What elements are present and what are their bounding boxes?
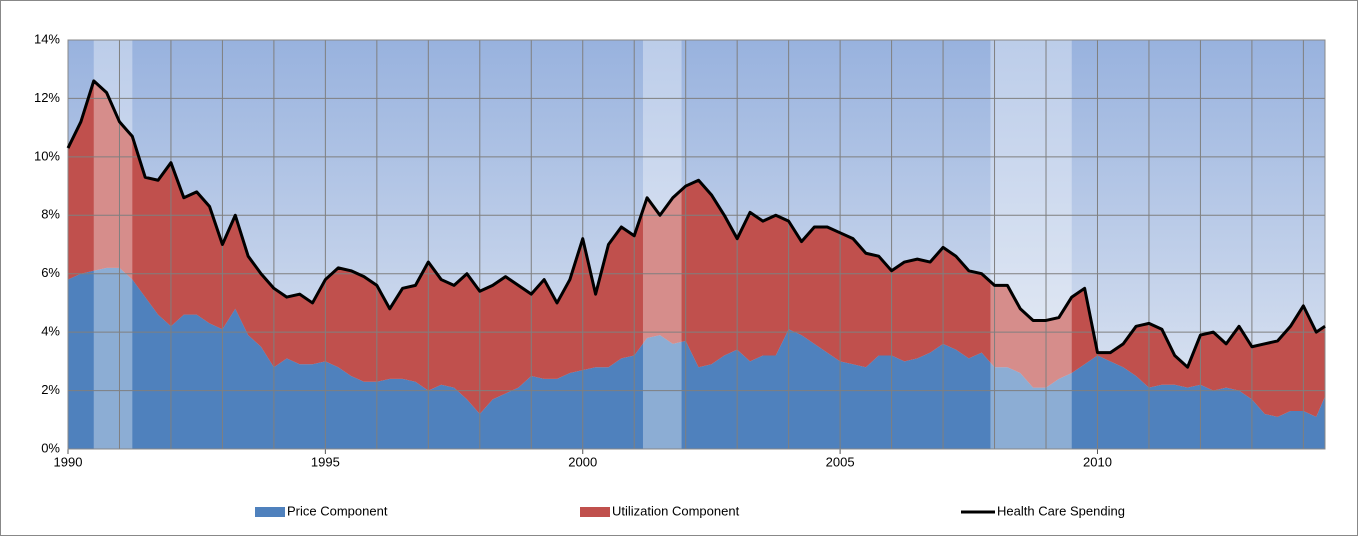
y-tick-label: 12% (34, 90, 60, 105)
y-tick-label: 0% (41, 440, 60, 455)
y-tick-label: 8% (41, 207, 60, 222)
x-tick-label: 2005 (826, 454, 855, 469)
y-tick-label: 6% (41, 265, 60, 280)
legend-label: Utilization Component (612, 503, 740, 518)
legend-swatch (255, 507, 285, 517)
legend-swatch (580, 507, 610, 517)
legend-label: Health Care Spending (997, 503, 1125, 518)
area (68, 267, 1325, 449)
y-tick-label: 14% (34, 31, 60, 46)
x-tick-label: 1990 (54, 454, 83, 469)
area (68, 80, 1325, 417)
shaded-period (990, 40, 1072, 449)
shaded-period (93, 40, 133, 449)
x-tick-label: 2000 (568, 454, 597, 469)
x-tick-label: 2010 (1083, 454, 1112, 469)
y-tick-label: 10% (34, 148, 60, 163)
legend-label: Price Component (287, 503, 388, 518)
shaded-period (642, 40, 682, 449)
plot-border (67, 39, 1326, 450)
y-tick-label: 4% (41, 324, 60, 339)
y-tick-label: 2% (41, 382, 60, 397)
x-tick-label: 1995 (311, 454, 340, 469)
line (66, 79, 1326, 369)
